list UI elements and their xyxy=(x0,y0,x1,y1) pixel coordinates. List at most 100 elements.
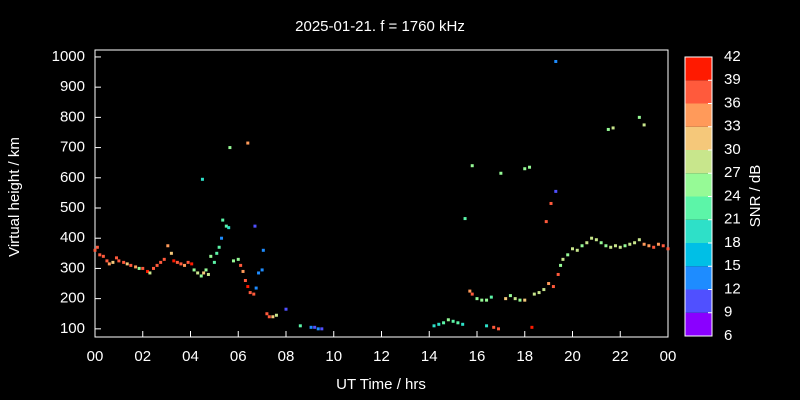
data-point xyxy=(186,260,190,264)
x-tick-label: 08 xyxy=(278,348,295,365)
data-point xyxy=(656,242,660,246)
data-point xyxy=(253,224,257,228)
data-point xyxy=(129,263,133,267)
data-point xyxy=(492,325,496,329)
colorbar-band xyxy=(685,289,712,313)
data-point xyxy=(134,265,138,269)
data-point xyxy=(316,327,320,331)
data-point xyxy=(549,201,553,205)
x-tick-label: 10 xyxy=(325,348,342,365)
data-point xyxy=(183,263,187,267)
data-point xyxy=(528,165,532,169)
y-tick-label: 1000 xyxy=(52,48,85,65)
data-point xyxy=(101,254,105,258)
data-point xyxy=(571,247,574,251)
colorbar-tick-label: 21 xyxy=(724,211,741,228)
data-point xyxy=(179,262,183,266)
x-tick-label: 12 xyxy=(373,348,390,365)
data-point xyxy=(261,248,265,252)
data-point xyxy=(647,244,651,248)
y-tick-label: 400 xyxy=(60,229,85,246)
x-tick-label: 20 xyxy=(564,348,581,365)
colorbar-tick-label: 33 xyxy=(724,118,741,135)
data-point xyxy=(141,266,145,270)
data-point xyxy=(246,285,250,289)
data-point xyxy=(257,271,261,275)
data-point xyxy=(547,282,551,286)
data-point xyxy=(611,126,615,130)
data-point xyxy=(320,327,324,331)
data-point xyxy=(241,269,245,273)
data-point xyxy=(499,171,503,175)
colorbar-tick-label: 18 xyxy=(724,234,741,251)
y-axis-label: Virtual height / km xyxy=(6,137,23,257)
data-point xyxy=(618,245,622,249)
colorbar-band xyxy=(685,219,712,243)
x-tick-label: 02 xyxy=(134,348,151,365)
data-point xyxy=(594,238,598,242)
data-point xyxy=(451,319,455,323)
data-point xyxy=(485,324,489,328)
data-point xyxy=(496,327,500,331)
data-point xyxy=(530,325,534,329)
data-point xyxy=(585,241,589,245)
data-point xyxy=(561,257,565,261)
data-point xyxy=(206,272,210,276)
data-point xyxy=(554,189,558,193)
data-point xyxy=(204,268,208,272)
data-point xyxy=(554,59,558,63)
data-point xyxy=(480,298,484,302)
data-point xyxy=(575,248,579,252)
data-point xyxy=(666,247,670,251)
colorbar-band xyxy=(685,150,712,174)
data-point xyxy=(456,321,460,325)
x-tick-label: 06 xyxy=(230,348,247,365)
data-point xyxy=(518,298,522,302)
data-point xyxy=(537,291,541,295)
colorbar-band xyxy=(685,103,712,127)
x-axis-label: UT Time / hrs xyxy=(336,376,426,393)
data-point xyxy=(652,245,656,249)
data-point xyxy=(298,324,302,328)
data-point xyxy=(463,217,467,221)
colorbar-band xyxy=(685,126,712,150)
data-point xyxy=(151,266,155,270)
data-point xyxy=(468,289,472,293)
colorbar-band xyxy=(685,312,712,336)
data-point xyxy=(228,146,232,150)
data-point xyxy=(551,285,555,289)
chart-title: 2025-01-21. f = 1760 kHz xyxy=(295,18,465,35)
data-point xyxy=(642,242,646,246)
colorbar-tick-label: 6 xyxy=(724,327,732,344)
y-tick-label: 800 xyxy=(60,108,85,125)
data-point xyxy=(169,251,173,255)
data-point xyxy=(111,260,115,264)
data-point xyxy=(642,123,646,127)
colorbar-band xyxy=(685,80,712,104)
data-point xyxy=(243,279,247,283)
data-point xyxy=(209,254,213,258)
data-point xyxy=(580,244,584,248)
data-point xyxy=(199,274,203,278)
x-tick-label: 00 xyxy=(660,348,677,365)
data-point xyxy=(254,286,258,290)
colorbar-tick-label: 42 xyxy=(724,48,741,65)
data-point xyxy=(200,177,204,181)
y-tick-label: 300 xyxy=(60,259,85,276)
y-tick-label: 100 xyxy=(60,320,85,337)
x-tick-label: 18 xyxy=(516,348,533,365)
data-point xyxy=(271,315,275,319)
data-point xyxy=(489,295,493,299)
data-point xyxy=(284,307,288,311)
data-point xyxy=(604,244,608,248)
data-point xyxy=(202,271,206,275)
data-point xyxy=(633,241,637,245)
data-point xyxy=(637,115,641,119)
data-point xyxy=(475,297,479,301)
data-point xyxy=(117,259,121,263)
data-point xyxy=(623,244,627,248)
x-tick-label: 22 xyxy=(612,348,629,365)
colorbar-tick-label: 36 xyxy=(724,94,741,111)
data-point xyxy=(239,263,243,267)
